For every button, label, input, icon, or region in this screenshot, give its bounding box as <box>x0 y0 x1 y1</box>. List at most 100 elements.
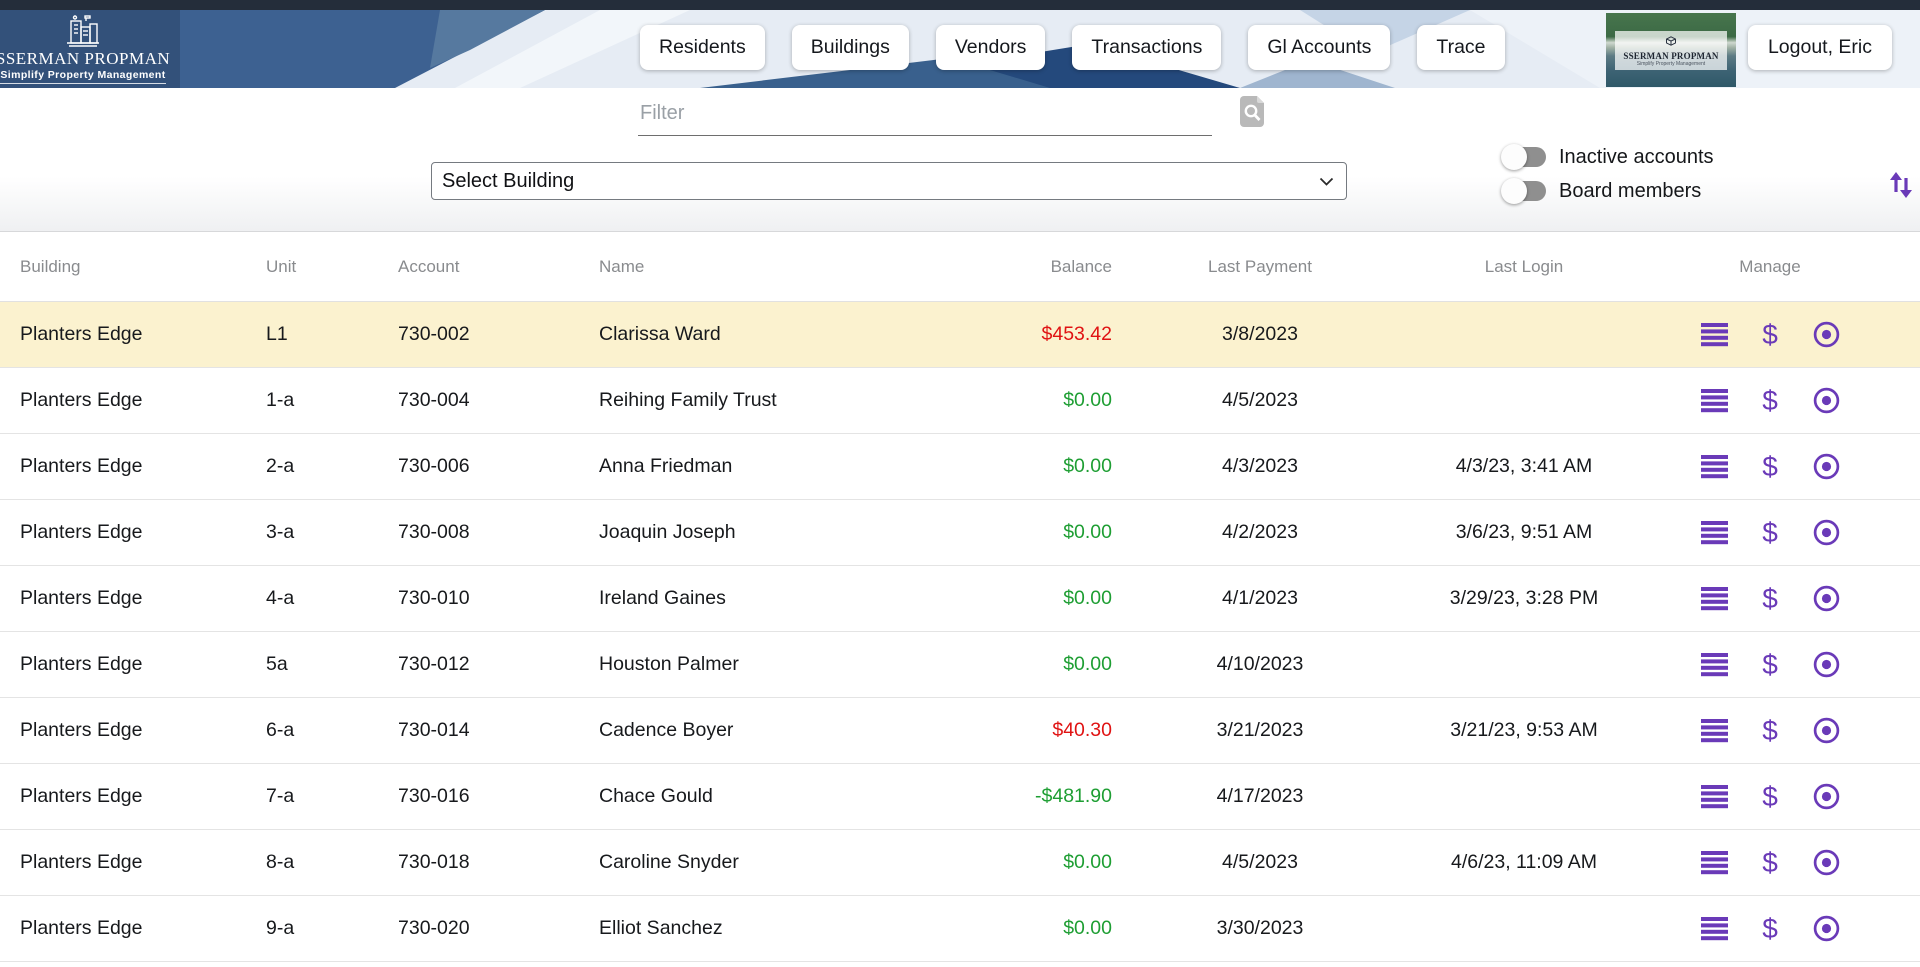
table-row[interactable]: Planters Edge 2-a 730-006 Anna Friedman … <box>0 434 1920 500</box>
record-icon[interactable] <box>1811 320 1841 350</box>
payments-icon[interactable]: $ <box>1762 648 1778 680</box>
cell-unit: 8-a <box>266 851 295 873</box>
payments-icon[interactable]: $ <box>1762 846 1778 878</box>
main-nav: Residents Buildings Vendors Transactions Gl … <box>640 25 1505 70</box>
building-select[interactable]: Select Building <box>431 162 1347 200</box>
cell-last-login: 3/21/23, 9:53 AM <box>1450 719 1598 741</box>
cell-name: Caroline Snyder <box>599 851 739 873</box>
cell-building: Planters Edge <box>20 917 143 939</box>
cell-balance: $0.00 <box>1063 587 1112 609</box>
payments-icon[interactable]: $ <box>1762 582 1778 614</box>
cell-balance: $0.00 <box>1063 455 1112 477</box>
search-icon[interactable] <box>1237 95 1267 133</box>
ledger-menu-icon[interactable] <box>1699 386 1729 416</box>
nav-vendors[interactable]: Vendors <box>935 25 1046 70</box>
cell-name: Ireland Gaines <box>599 587 726 609</box>
cell-balance: $0.00 <box>1063 389 1112 411</box>
nav-trace[interactable]: Trace <box>1417 25 1505 70</box>
logout-button[interactable]: Logout, Eric <box>1747 25 1892 70</box>
property-photo-thumbnail: SSERMAN PROPMAN Simplify Property Manage… <box>1606 13 1736 87</box>
cell-manage: $ <box>1640 848 1900 878</box>
cell-unit: L1 <box>266 323 288 345</box>
cell-last-payment: 3/21/2023 <box>1216 719 1304 741</box>
record-icon[interactable] <box>1811 452 1841 482</box>
column-header-unit: Unit <box>266 256 297 276</box>
table-row[interactable]: Planters Edge 9-a 730-020 Elliot Sanchez… <box>0 896 1920 962</box>
table-row[interactable]: Planters Edge 7-a 730-016 Chace Gould -$… <box>0 764 1920 830</box>
record-icon[interactable] <box>1811 518 1841 548</box>
inactive-accounts-toggle[interactable] <box>1501 144 1546 170</box>
cell-building: Planters Edge <box>20 323 143 345</box>
ledger-menu-icon[interactable] <box>1699 782 1729 812</box>
record-icon[interactable] <box>1811 848 1841 878</box>
cell-unit: 6-a <box>266 719 295 741</box>
record-icon[interactable] <box>1811 914 1841 944</box>
cell-manage: $ <box>1640 650 1900 680</box>
cell-manage: $ <box>1640 782 1900 812</box>
nav-residents[interactable]: Residents <box>640 25 765 70</box>
record-icon[interactable] <box>1811 650 1841 680</box>
table-row[interactable]: Planters Edge 5a 730-012 Houston Palmer … <box>0 632 1920 698</box>
filter-input[interactable] <box>638 94 1212 136</box>
ledger-menu-icon[interactable] <box>1699 914 1729 944</box>
payments-icon[interactable]: $ <box>1762 450 1778 482</box>
cell-manage: $ <box>1640 452 1900 482</box>
cell-name: Houston Palmer <box>599 653 739 675</box>
table-row[interactable]: Planters Edge 1-a 730-004 Reihing Family… <box>0 368 1920 434</box>
table-header-row: Building Unit Account Name Balance Last Payme… <box>0 232 1920 302</box>
column-header-last_payment: Last Payment <box>1208 256 1312 276</box>
column-header-account: Account <box>398 256 460 276</box>
ledger-menu-icon[interactable] <box>1699 584 1729 614</box>
payments-icon[interactable]: $ <box>1762 384 1778 416</box>
nav-transactions[interactable]: Transactions <box>1072 25 1222 70</box>
ledger-menu-icon[interactable] <box>1699 650 1729 680</box>
ledger-menu-icon[interactable] <box>1699 518 1729 548</box>
cell-building: Planters Edge <box>20 785 143 807</box>
table-row[interactable]: Planters Edge 8-a 730-018 Caroline Snyde… <box>0 830 1920 896</box>
record-icon[interactable] <box>1811 584 1841 614</box>
payments-icon[interactable]: $ <box>1762 318 1778 350</box>
ledger-menu-icon[interactable] <box>1699 716 1729 746</box>
toggle-group: Inactive accounts Board members <box>1501 140 1714 208</box>
cell-name: Anna Friedman <box>599 455 733 477</box>
toggle-knob <box>1501 178 1527 204</box>
cell-last-payment: 3/30/2023 <box>1216 917 1304 939</box>
brand-logo: SSERMAN PROPMAN Simplify Property Manage… <box>0 10 170 88</box>
table-row[interactable]: Planters Edge 4-a 730-010 Ireland Gaines… <box>0 566 1920 632</box>
cell-manage: $ <box>1640 914 1900 944</box>
nav-buildings[interactable]: Buildings <box>791 25 909 70</box>
payments-icon[interactable]: $ <box>1762 714 1778 746</box>
cell-account: 730-008 <box>398 521 470 543</box>
toggle-row-inactive-accounts: Inactive accounts <box>1501 140 1714 174</box>
cell-balance: $0.00 <box>1063 917 1112 939</box>
cell-name: Cadence Boyer <box>599 719 734 741</box>
building-select-value: Select Building <box>442 169 575 192</box>
board-members-toggle[interactable] <box>1501 178 1546 204</box>
payments-icon[interactable]: $ <box>1762 780 1778 812</box>
thumbnail-brand-tagline: Simplify Property Management <box>1636 60 1706 67</box>
cell-balance: -$481.90 <box>1035 785 1112 807</box>
cell-building: Planters Edge <box>20 455 143 477</box>
table-row[interactable]: Planters Edge 3-a 730-008 Joaquin Joseph… <box>0 500 1920 566</box>
payments-icon[interactable]: $ <box>1762 912 1778 944</box>
ledger-menu-icon[interactable] <box>1699 320 1729 350</box>
cell-unit: 4-a <box>266 587 295 609</box>
cell-account: 730-002 <box>398 323 470 345</box>
cell-name: Elliot Sanchez <box>599 917 723 939</box>
column-header-building: Building <box>20 256 81 276</box>
table-row[interactable]: Planters Edge L1 730-002 Clarissa Ward $… <box>0 302 1920 368</box>
record-icon[interactable] <box>1811 386 1841 416</box>
nav-gl-accounts[interactable]: Gl Accounts <box>1248 25 1391 70</box>
toggle-label: Inactive accounts <box>1559 145 1714 168</box>
table-row[interactable]: Planters Edge 6-a 730-014 Cadence Boyer … <box>0 698 1920 764</box>
column-header-last_login: Last Login <box>1484 256 1564 276</box>
ledger-menu-icon[interactable] <box>1699 452 1729 482</box>
payments-icon[interactable]: $ <box>1762 516 1778 548</box>
sort-icon[interactable] <box>1888 170 1914 205</box>
record-icon[interactable] <box>1811 716 1841 746</box>
cell-unit: 7-a <box>266 785 295 807</box>
record-icon[interactable] <box>1811 782 1841 812</box>
cell-unit: 2-a <box>266 455 295 477</box>
ledger-menu-icon[interactable] <box>1699 848 1729 878</box>
toggle-label: Board members <box>1559 179 1702 202</box>
